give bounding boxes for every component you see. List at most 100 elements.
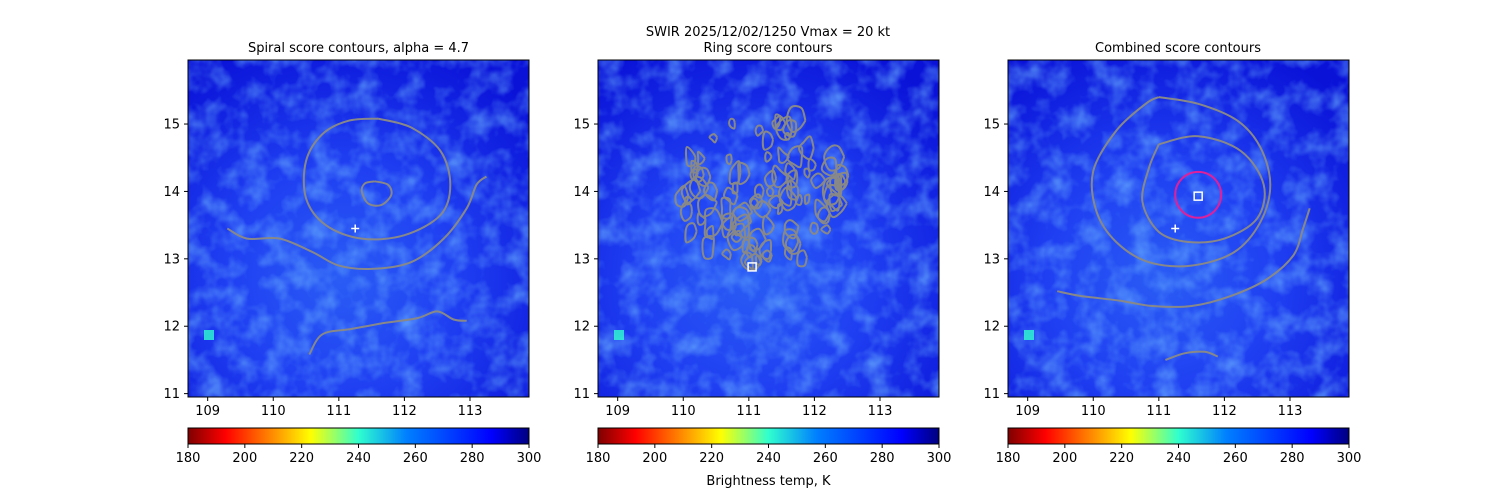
colorbar-tick-label: 260 — [1223, 451, 1248, 466]
contour-line — [814, 198, 831, 223]
y-tick-label: 14 — [573, 185, 590, 200]
contour-line — [761, 130, 774, 151]
contour-line — [685, 146, 697, 168]
contour-line — [764, 151, 773, 163]
colorbar-tick-label: 220 — [699, 451, 724, 466]
contour-line — [825, 192, 848, 219]
contour-line — [784, 162, 797, 181]
y-tick-label: 15 — [983, 118, 1000, 133]
y-axis: 11 12 13 14 15 — [163, 118, 188, 402]
colorbar-tick-label: 240 — [1166, 451, 1191, 466]
contour-line — [1056, 207, 1311, 308]
contour-line — [701, 235, 715, 260]
y-tick-label: 13 — [573, 252, 590, 267]
contour-line — [721, 212, 737, 239]
colorbar-tick-label: 200 — [1052, 451, 1077, 466]
center-square-marker — [1193, 191, 1203, 201]
colorbar-ticks: 180 200 220 240 260 280 300 — [996, 444, 1362, 466]
contour-line — [226, 175, 488, 271]
colorbar-tick-label: 280 — [870, 451, 895, 466]
contour-line — [702, 181, 719, 202]
contour-line — [684, 222, 698, 244]
x-tick-label: 110 — [1081, 404, 1106, 419]
y-tick-label: 11 — [573, 387, 590, 402]
contour-line — [696, 150, 706, 166]
contour-layer — [674, 105, 850, 272]
colorbar — [1007, 427, 1350, 445]
contour-line — [761, 215, 775, 236]
panel-combined: Combined score contours 109 110 111 112 113 … — [983, 41, 1361, 466]
contour-line — [810, 172, 827, 190]
x-axis: 109 110 111 112 113 — [195, 397, 482, 419]
contour-line — [820, 224, 832, 235]
contour-line — [755, 254, 763, 267]
colorbar-tick-label: 260 — [403, 451, 428, 466]
contour-line — [697, 193, 718, 218]
colorbar-tick-label: 300 — [927, 451, 952, 466]
contour-line — [820, 156, 838, 177]
contour-line — [728, 117, 736, 130]
contour-line — [807, 158, 817, 172]
ring-circle — [1174, 170, 1223, 219]
center-plus-marker — [351, 224, 360, 233]
contour-line — [771, 114, 782, 130]
contour-line — [748, 236, 759, 253]
contour-layer — [226, 117, 488, 356]
x-tick-label: 113 — [1278, 404, 1303, 419]
warm-spot — [204, 330, 214, 340]
contour-line — [703, 207, 724, 239]
colorbar — [597, 427, 940, 445]
contour-line — [758, 239, 773, 260]
contour-line — [696, 212, 707, 226]
y-axis: 11 12 13 14 15 — [573, 118, 598, 402]
colorbar-tick-label: 180 — [996, 451, 1021, 466]
colorbar-tick-label: 220 — [289, 451, 314, 466]
colorbar-tick-label: 220 — [1109, 451, 1134, 466]
colorbar-tick-label: 300 — [1337, 451, 1362, 466]
contour-line — [708, 133, 719, 144]
contour-line — [761, 249, 773, 263]
contour-line — [784, 233, 802, 255]
colorbar-tick-label: 180 — [176, 451, 201, 466]
y-tick-label: 14 — [163, 185, 180, 200]
x-tick-label: 111 — [326, 404, 351, 419]
contour-layer — [1056, 96, 1311, 361]
contour-line — [725, 153, 733, 166]
colorbar-tick-label: 260 — [813, 451, 838, 466]
warm-spot — [614, 330, 624, 340]
x-axis: 109 110 111 112 113 — [1015, 397, 1302, 419]
colorbar-ticks: 180 200 220 240 260 280 300 — [176, 444, 542, 466]
contour-line — [308, 310, 467, 356]
contour-line — [774, 113, 787, 132]
colorbar-tick-label: 280 — [1280, 451, 1305, 466]
contour-line — [765, 186, 775, 198]
contour-line — [809, 221, 820, 235]
panel-title: Combined score contours — [1095, 41, 1261, 56]
colorbar-tick-label: 280 — [460, 451, 485, 466]
y-tick-label: 15 — [573, 118, 590, 133]
x-tick-label: 111 — [736, 404, 761, 419]
contour-line — [753, 183, 765, 199]
contour-line — [1090, 96, 1272, 268]
contour-line — [1141, 135, 1266, 244]
contour-line — [732, 201, 754, 222]
colorbar-ticks: 180 200 220 240 260 280 300 — [586, 444, 952, 466]
contour-line — [837, 171, 849, 191]
x-tick-label: 109 — [195, 404, 220, 419]
colorbar-tick-label: 300 — [517, 451, 542, 466]
axes-frame — [597, 59, 940, 398]
contour-line — [785, 105, 807, 133]
contour-line — [740, 251, 754, 272]
cloud-texture — [598, 60, 939, 397]
panel-ring: Ring score contours 109 110 111 112 113 11 12… — [573, 41, 951, 489]
contour-line — [694, 166, 712, 187]
contour-line — [730, 229, 744, 243]
x-tick-label: 110 — [261, 404, 286, 419]
colorbar-tick-label: 240 — [346, 451, 371, 466]
y-tick-label: 15 — [163, 118, 180, 133]
panel-title: Ring score contours — [703, 41, 832, 56]
contour-line — [782, 228, 800, 253]
contour-line — [302, 117, 452, 241]
contour-line — [823, 183, 841, 212]
center-square-marker — [747, 262, 757, 272]
